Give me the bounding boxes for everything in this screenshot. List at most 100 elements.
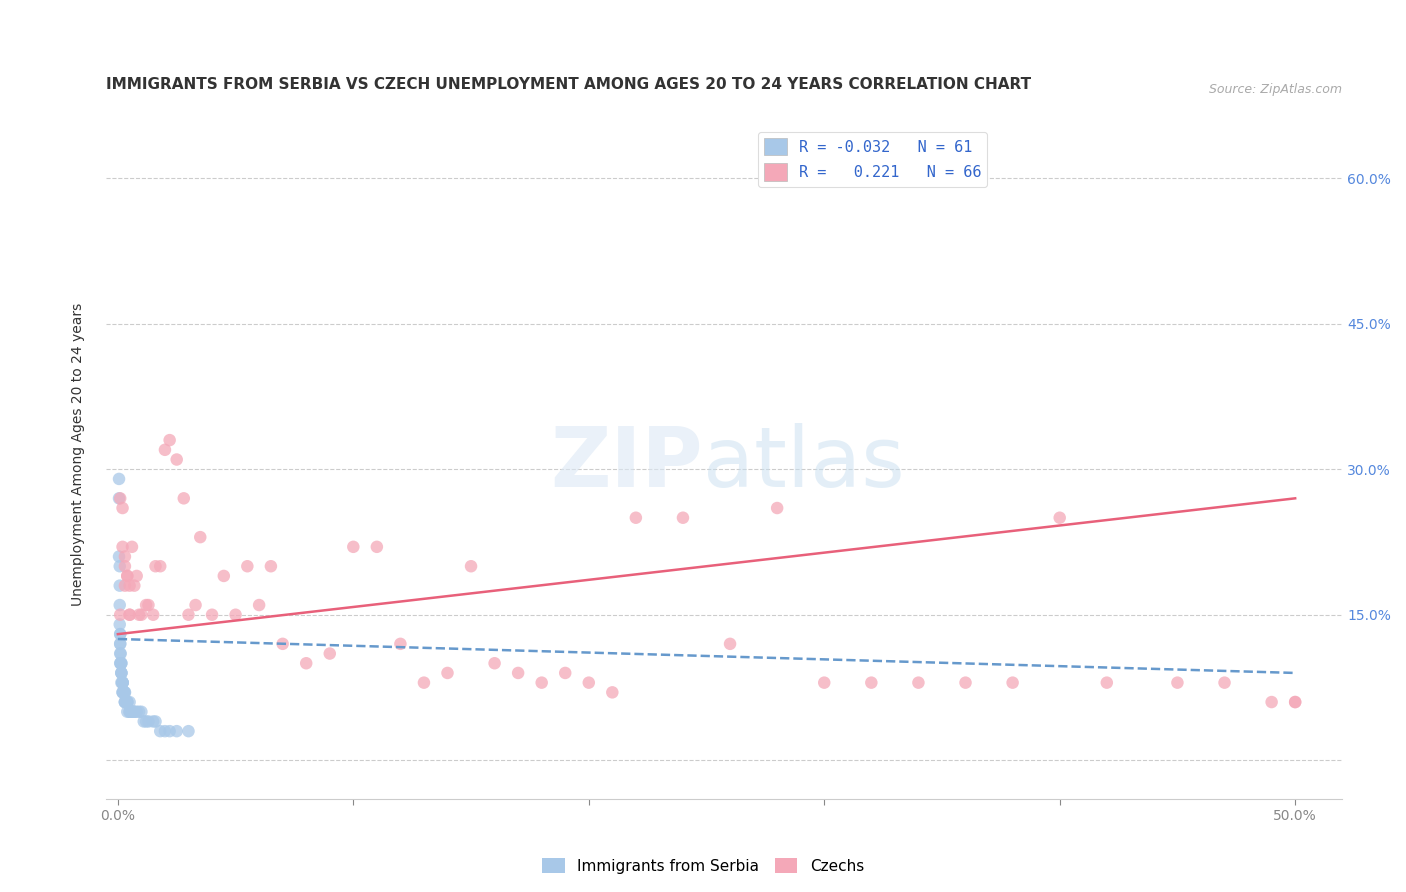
Point <box>145 714 167 729</box>
Point <box>108 491 131 506</box>
Point <box>153 724 176 739</box>
Point <box>135 714 157 729</box>
Point <box>110 657 132 671</box>
Point <box>225 607 247 622</box>
Point <box>131 705 153 719</box>
Point <box>111 675 134 690</box>
Point <box>1001 675 1024 690</box>
Point <box>138 714 160 729</box>
Point <box>114 685 136 699</box>
Point <box>111 675 134 690</box>
Point <box>128 705 150 719</box>
Point <box>142 714 165 729</box>
Point <box>672 510 695 524</box>
Point <box>236 559 259 574</box>
Point <box>121 705 143 719</box>
Text: Source: ZipAtlas.com: Source: ZipAtlas.com <box>1209 84 1343 96</box>
Point <box>108 559 131 574</box>
Point <box>121 540 143 554</box>
Point <box>955 675 977 690</box>
Point <box>295 657 318 671</box>
Point <box>159 724 181 739</box>
Point <box>110 657 132 671</box>
Point <box>460 559 482 574</box>
Point <box>173 491 195 506</box>
Point <box>110 665 132 680</box>
Point <box>121 705 143 719</box>
Point <box>110 647 132 661</box>
Point <box>177 607 200 622</box>
Point <box>117 695 139 709</box>
Point <box>142 607 165 622</box>
Point <box>342 540 364 554</box>
Point <box>108 627 131 641</box>
Point <box>114 695 136 709</box>
Point <box>212 569 235 583</box>
Point <box>118 705 141 719</box>
Point <box>413 675 436 690</box>
Point <box>108 491 131 506</box>
Point <box>247 598 270 612</box>
Point <box>135 598 157 612</box>
Point <box>108 627 131 641</box>
Point <box>114 579 136 593</box>
Point <box>1284 695 1306 709</box>
Point <box>124 705 146 719</box>
Point <box>117 705 139 719</box>
Point <box>201 607 224 622</box>
Point <box>138 598 160 612</box>
Point <box>114 685 136 699</box>
Point <box>624 510 647 524</box>
Point <box>110 665 132 680</box>
Point <box>271 637 294 651</box>
Point <box>125 705 148 719</box>
Point <box>366 540 388 554</box>
Point <box>907 675 929 690</box>
Point <box>114 559 136 574</box>
Point <box>117 569 139 583</box>
Point <box>436 665 458 680</box>
Legend: R = -0.032   N = 61, R =   0.221   N = 66: R = -0.032 N = 61, R = 0.221 N = 66 <box>758 132 987 186</box>
Point <box>319 647 342 661</box>
Point <box>111 675 134 690</box>
Point <box>108 598 131 612</box>
Point <box>188 530 211 544</box>
Point <box>128 607 150 622</box>
Point <box>110 657 132 671</box>
Point <box>118 705 141 719</box>
Point <box>145 559 167 574</box>
Point <box>1166 675 1188 690</box>
Point <box>108 637 131 651</box>
Point <box>813 675 835 690</box>
Point <box>108 472 131 486</box>
Point <box>111 685 134 699</box>
Point <box>554 665 576 680</box>
Point <box>118 695 141 709</box>
Point <box>112 685 135 699</box>
Point <box>132 714 155 729</box>
Point <box>112 685 135 699</box>
Point <box>117 695 139 709</box>
Text: IMMIGRANTS FROM SERBIA VS CZECH UNEMPLOYMENT AMONG AGES 20 TO 24 YEARS CORRELATI: IMMIGRANTS FROM SERBIA VS CZECH UNEMPLOY… <box>105 78 1031 93</box>
Point <box>110 675 132 690</box>
Point <box>159 433 181 447</box>
Point <box>110 665 132 680</box>
Point <box>484 657 506 671</box>
Point <box>108 549 131 564</box>
Point <box>118 579 141 593</box>
Y-axis label: Unemployment Among Ages 20 to 24 years: Unemployment Among Ages 20 to 24 years <box>72 303 86 607</box>
Legend: Immigrants from Serbia, Czechs: Immigrants from Serbia, Czechs <box>536 852 870 880</box>
Point <box>131 607 153 622</box>
Point <box>260 559 283 574</box>
Point <box>1260 695 1282 709</box>
Point <box>184 598 207 612</box>
Point <box>124 579 146 593</box>
Point <box>508 665 530 680</box>
Point <box>153 442 176 457</box>
Point <box>117 695 139 709</box>
Point <box>149 559 172 574</box>
Point <box>114 695 136 709</box>
Point <box>108 617 131 632</box>
Point <box>389 637 412 651</box>
Point <box>125 569 148 583</box>
